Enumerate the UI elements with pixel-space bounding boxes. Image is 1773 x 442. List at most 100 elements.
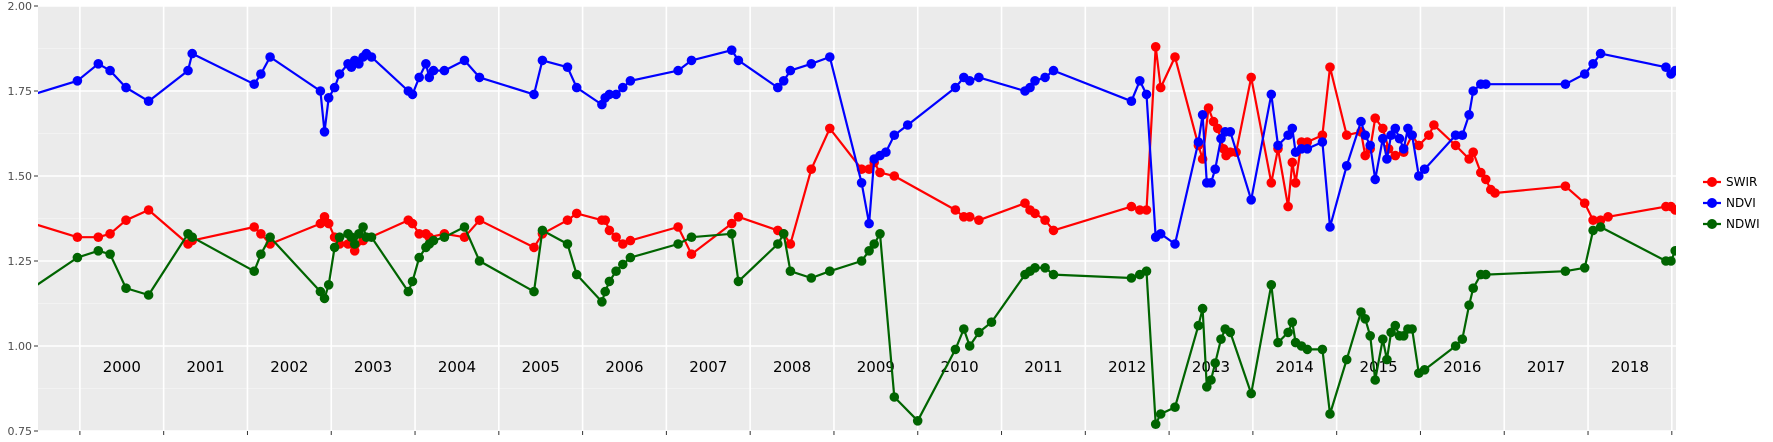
data-point-swir	[529, 242, 539, 253]
data-point-ndvi	[1588, 59, 1598, 69]
y-tick-label: 1.50	[8, 170, 33, 183]
data-point-ndwi	[1283, 327, 1293, 338]
data-point-ndvi	[604, 89, 615, 100]
data-point-swir	[474, 215, 485, 225]
data-point-swir	[17, 215, 27, 225]
data-point-swir	[733, 212, 744, 222]
data-point-ndwi	[1287, 317, 1298, 328]
data-point-ndwi	[856, 256, 867, 266]
data-point-ndwi	[875, 229, 885, 239]
data-point-ndwi	[673, 239, 683, 249]
data-point-ndwi	[1677, 239, 1687, 249]
data-point-ndwi	[403, 286, 414, 297]
data-point-swir	[72, 232, 83, 242]
data-point-ndwi	[1266, 280, 1277, 290]
data-point-ndwi	[825, 266, 835, 277]
data-point-swir	[1020, 198, 1030, 208]
data-point-swir	[974, 215, 984, 225]
data-point-ndvi	[1302, 144, 1313, 154]
data-point-ndwi	[1273, 337, 1283, 348]
data-point-ndvi	[1141, 89, 1152, 100]
data-point-ndvi	[1370, 174, 1380, 185]
data-point-ndvi	[529, 89, 539, 100]
data-point-swir	[1048, 225, 1059, 236]
data-point-ndvi	[1414, 171, 1424, 181]
data-point-ndwi	[1390, 320, 1401, 331]
data-point-ndvi	[319, 127, 330, 137]
data-point-swir	[249, 222, 259, 232]
data-point-ndwi	[1588, 225, 1598, 236]
data-point-ndvi	[1365, 140, 1375, 151]
series-ndvi	[38, 45, 1676, 249]
data-point-ndwi	[1360, 314, 1370, 324]
data-point-ndvi	[1317, 137, 1328, 147]
data-point-ndwi	[1457, 334, 1468, 345]
data-point-ndwi	[1378, 334, 1388, 345]
data-point-swir	[1424, 130, 1434, 140]
data-point-ndwi	[1407, 324, 1417, 334]
data-point-ndvi	[773, 82, 783, 93]
data-point-ndvi	[1193, 137, 1204, 147]
data-point-swir	[1203, 103, 1214, 113]
data-point-ndvi	[428, 65, 439, 76]
data-point-swir	[1030, 208, 1040, 219]
data-point-ndvi	[1390, 123, 1401, 134]
data-point-swir	[964, 212, 975, 222]
data-point-ndwi	[121, 283, 131, 294]
data-point-ndwi	[1030, 263, 1040, 273]
data-point-ndwi	[686, 232, 697, 242]
data-point-swir	[1579, 198, 1590, 208]
data-point-ndvi	[1595, 48, 1606, 59]
data-point-ndwi	[1370, 375, 1380, 385]
legend-marker-ndvi	[1707, 198, 1717, 208]
data-point-ndvi	[1407, 130, 1417, 140]
data-point-ndwi	[1481, 269, 1491, 280]
data-point-swir	[864, 164, 874, 174]
data-point-ndvi	[864, 218, 874, 229]
data-point-ndvi	[1468, 86, 1478, 96]
data-point-ndwi	[143, 290, 154, 300]
data-point-ndvi	[902, 120, 913, 130]
data-point-swir	[256, 229, 266, 239]
data-point-ndvi	[964, 76, 975, 86]
data-point-ndvi	[1030, 76, 1040, 86]
data-point-ndwi	[974, 327, 984, 338]
year-label: 2012	[1108, 358, 1146, 376]
data-point-ndvi	[1341, 161, 1352, 171]
data-point-ndwi	[604, 276, 615, 287]
data-point-swir	[1670, 205, 1676, 215]
data-point-swir	[875, 167, 885, 178]
data-point-swir	[618, 239, 628, 249]
data-point-swir	[1360, 150, 1370, 161]
data-point-ndvi	[329, 82, 340, 93]
data-point-swir	[349, 246, 360, 256]
data-point-swir	[1150, 42, 1161, 52]
year-label: 2014	[1276, 358, 1314, 376]
data-point-swir	[1390, 150, 1401, 161]
data-point-ndvi	[1170, 239, 1180, 249]
data-point-ndvi	[121, 82, 131, 93]
data-point-swir	[600, 215, 610, 225]
data-point-ndvi	[474, 72, 485, 83]
data-point-swir	[1677, 212, 1687, 222]
data-point-ndvi	[726, 45, 737, 55]
data-point-swir	[562, 215, 573, 225]
data-point-ndvi	[1287, 123, 1298, 134]
data-point-swir	[407, 218, 418, 229]
data-point-ndwi	[778, 229, 789, 239]
data-point-ndvi	[1670, 65, 1676, 76]
data-point-ndvi	[856, 178, 867, 188]
data-point-ndwi	[1468, 283, 1478, 294]
data-point-ndwi	[964, 341, 975, 351]
data-point-ndwi	[571, 269, 582, 280]
data-point-swir	[105, 229, 115, 239]
data-point-swir	[1414, 140, 1424, 151]
grid-lines	[38, 5, 1676, 432]
data-point-ndvi	[950, 82, 961, 93]
data-point-ndwi	[600, 286, 610, 297]
data-point-ndwi	[733, 276, 744, 287]
data-point-swir	[1476, 167, 1486, 178]
data-point-ndwi	[625, 252, 636, 263]
data-point-ndwi	[1681, 229, 1691, 239]
data-point-swir	[611, 232, 621, 242]
